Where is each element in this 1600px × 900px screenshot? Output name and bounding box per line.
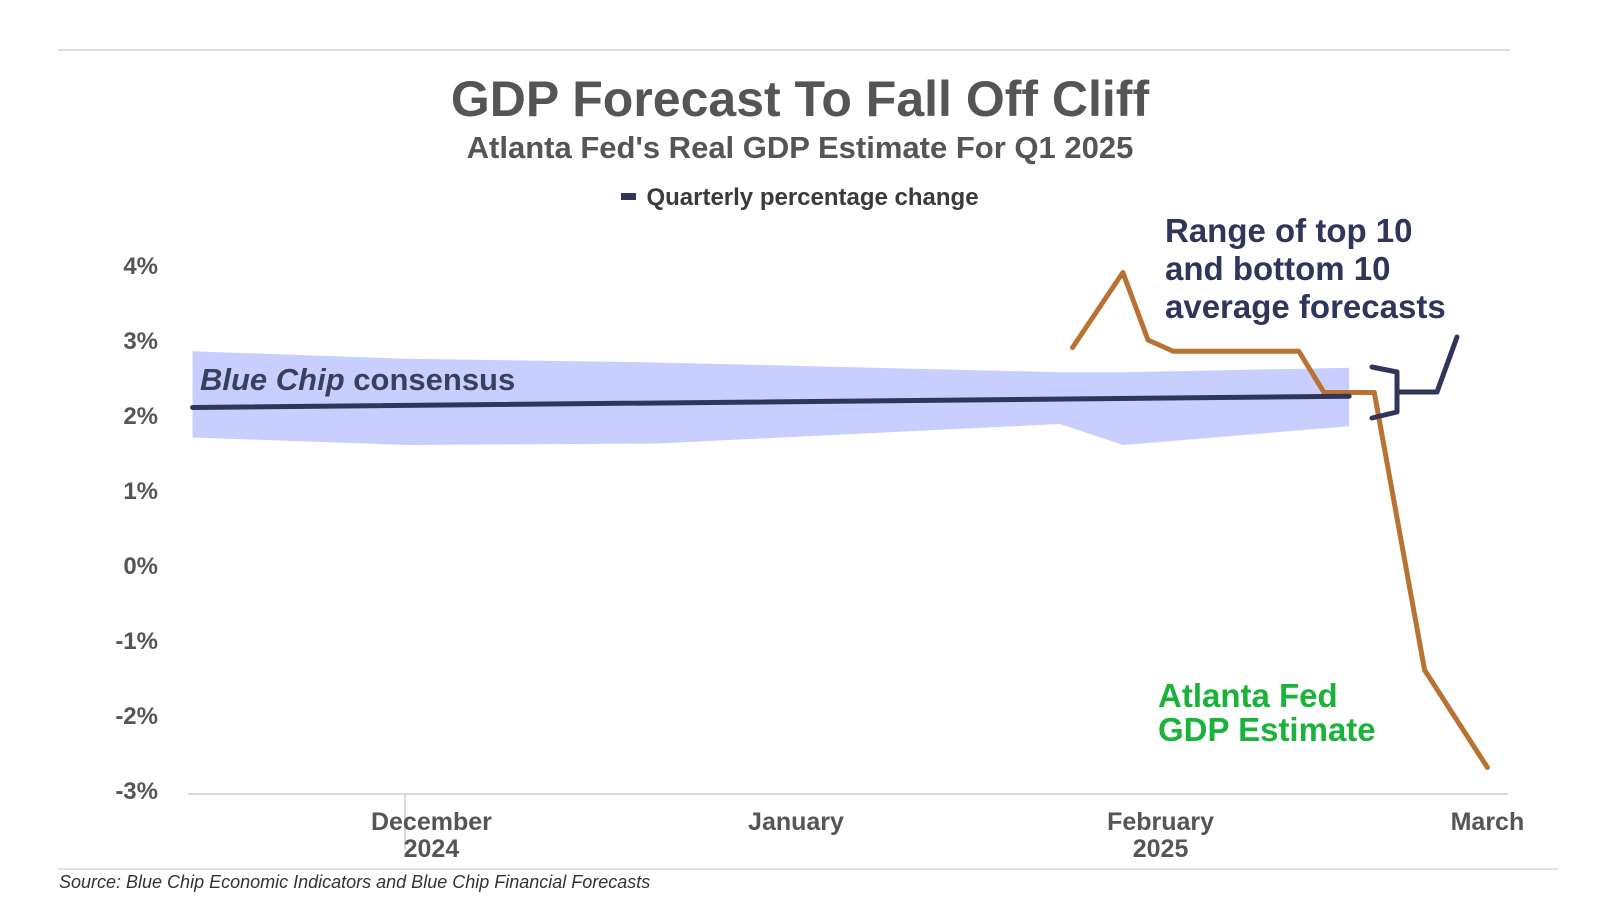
y-tick-label: 2% xyxy=(123,403,158,430)
y-tick-label: 0% xyxy=(123,553,158,580)
series-layer xyxy=(190,270,1490,770)
x-tick-year-label: 2025 xyxy=(1133,835,1189,863)
range-band xyxy=(192,351,1350,445)
y-tick-label: -1% xyxy=(115,628,158,655)
x-tick-label: March xyxy=(1451,808,1525,836)
consensus-line xyxy=(190,393,1352,410)
range-label-line2: and bottom 10 xyxy=(1165,250,1391,287)
range-label-line1: Range of top 10 xyxy=(1165,212,1413,249)
range-bracket xyxy=(1369,334,1460,421)
chart-legend: Quarterly percentage change xyxy=(0,184,1600,212)
y-tick-label: -2% xyxy=(115,703,158,730)
x-tick-label: December xyxy=(371,808,492,836)
top-divider xyxy=(58,49,1510,51)
chart-title: GDP Forecast To Fall Off Cliff xyxy=(450,71,1150,127)
range-label-line3: average forecasts xyxy=(1165,288,1446,325)
legend-label: Quarterly percentage change xyxy=(646,184,979,211)
x-tick-label: January xyxy=(748,808,844,836)
consensus-label: Blue Chip consensus xyxy=(200,362,515,397)
x-tick-year-label: 2024 xyxy=(404,835,460,863)
legend-swatch xyxy=(621,193,637,201)
range-band-layer xyxy=(192,351,1350,445)
source-note: Source: Blue Chip Economic Indicators an… xyxy=(59,872,651,892)
atlanta-label-line2: GDP Estimate xyxy=(1158,711,1376,748)
y-tick-label: 3% xyxy=(123,328,158,355)
x-tick-label: February xyxy=(1107,808,1214,836)
chart-subtitle: Atlanta Fed's Real GDP Estimate For Q1 2… xyxy=(466,130,1134,165)
consensus-label-rest: consensus xyxy=(345,362,516,397)
annotation-layer: Blue Chip consensus Range of top 10 and … xyxy=(200,212,1446,748)
atlanta-fed-line xyxy=(1070,270,1490,770)
atlanta-label-line1: Atlanta Fed xyxy=(1158,677,1338,714)
consensus-label-italic: Blue Chip xyxy=(200,362,345,397)
range-bracket-shape xyxy=(1369,334,1460,421)
y-tick-label: -3% xyxy=(115,778,158,805)
y-tick-label: 1% xyxy=(123,478,158,505)
bottom-divider xyxy=(58,868,1558,870)
y-tick-label: 4% xyxy=(123,253,158,280)
